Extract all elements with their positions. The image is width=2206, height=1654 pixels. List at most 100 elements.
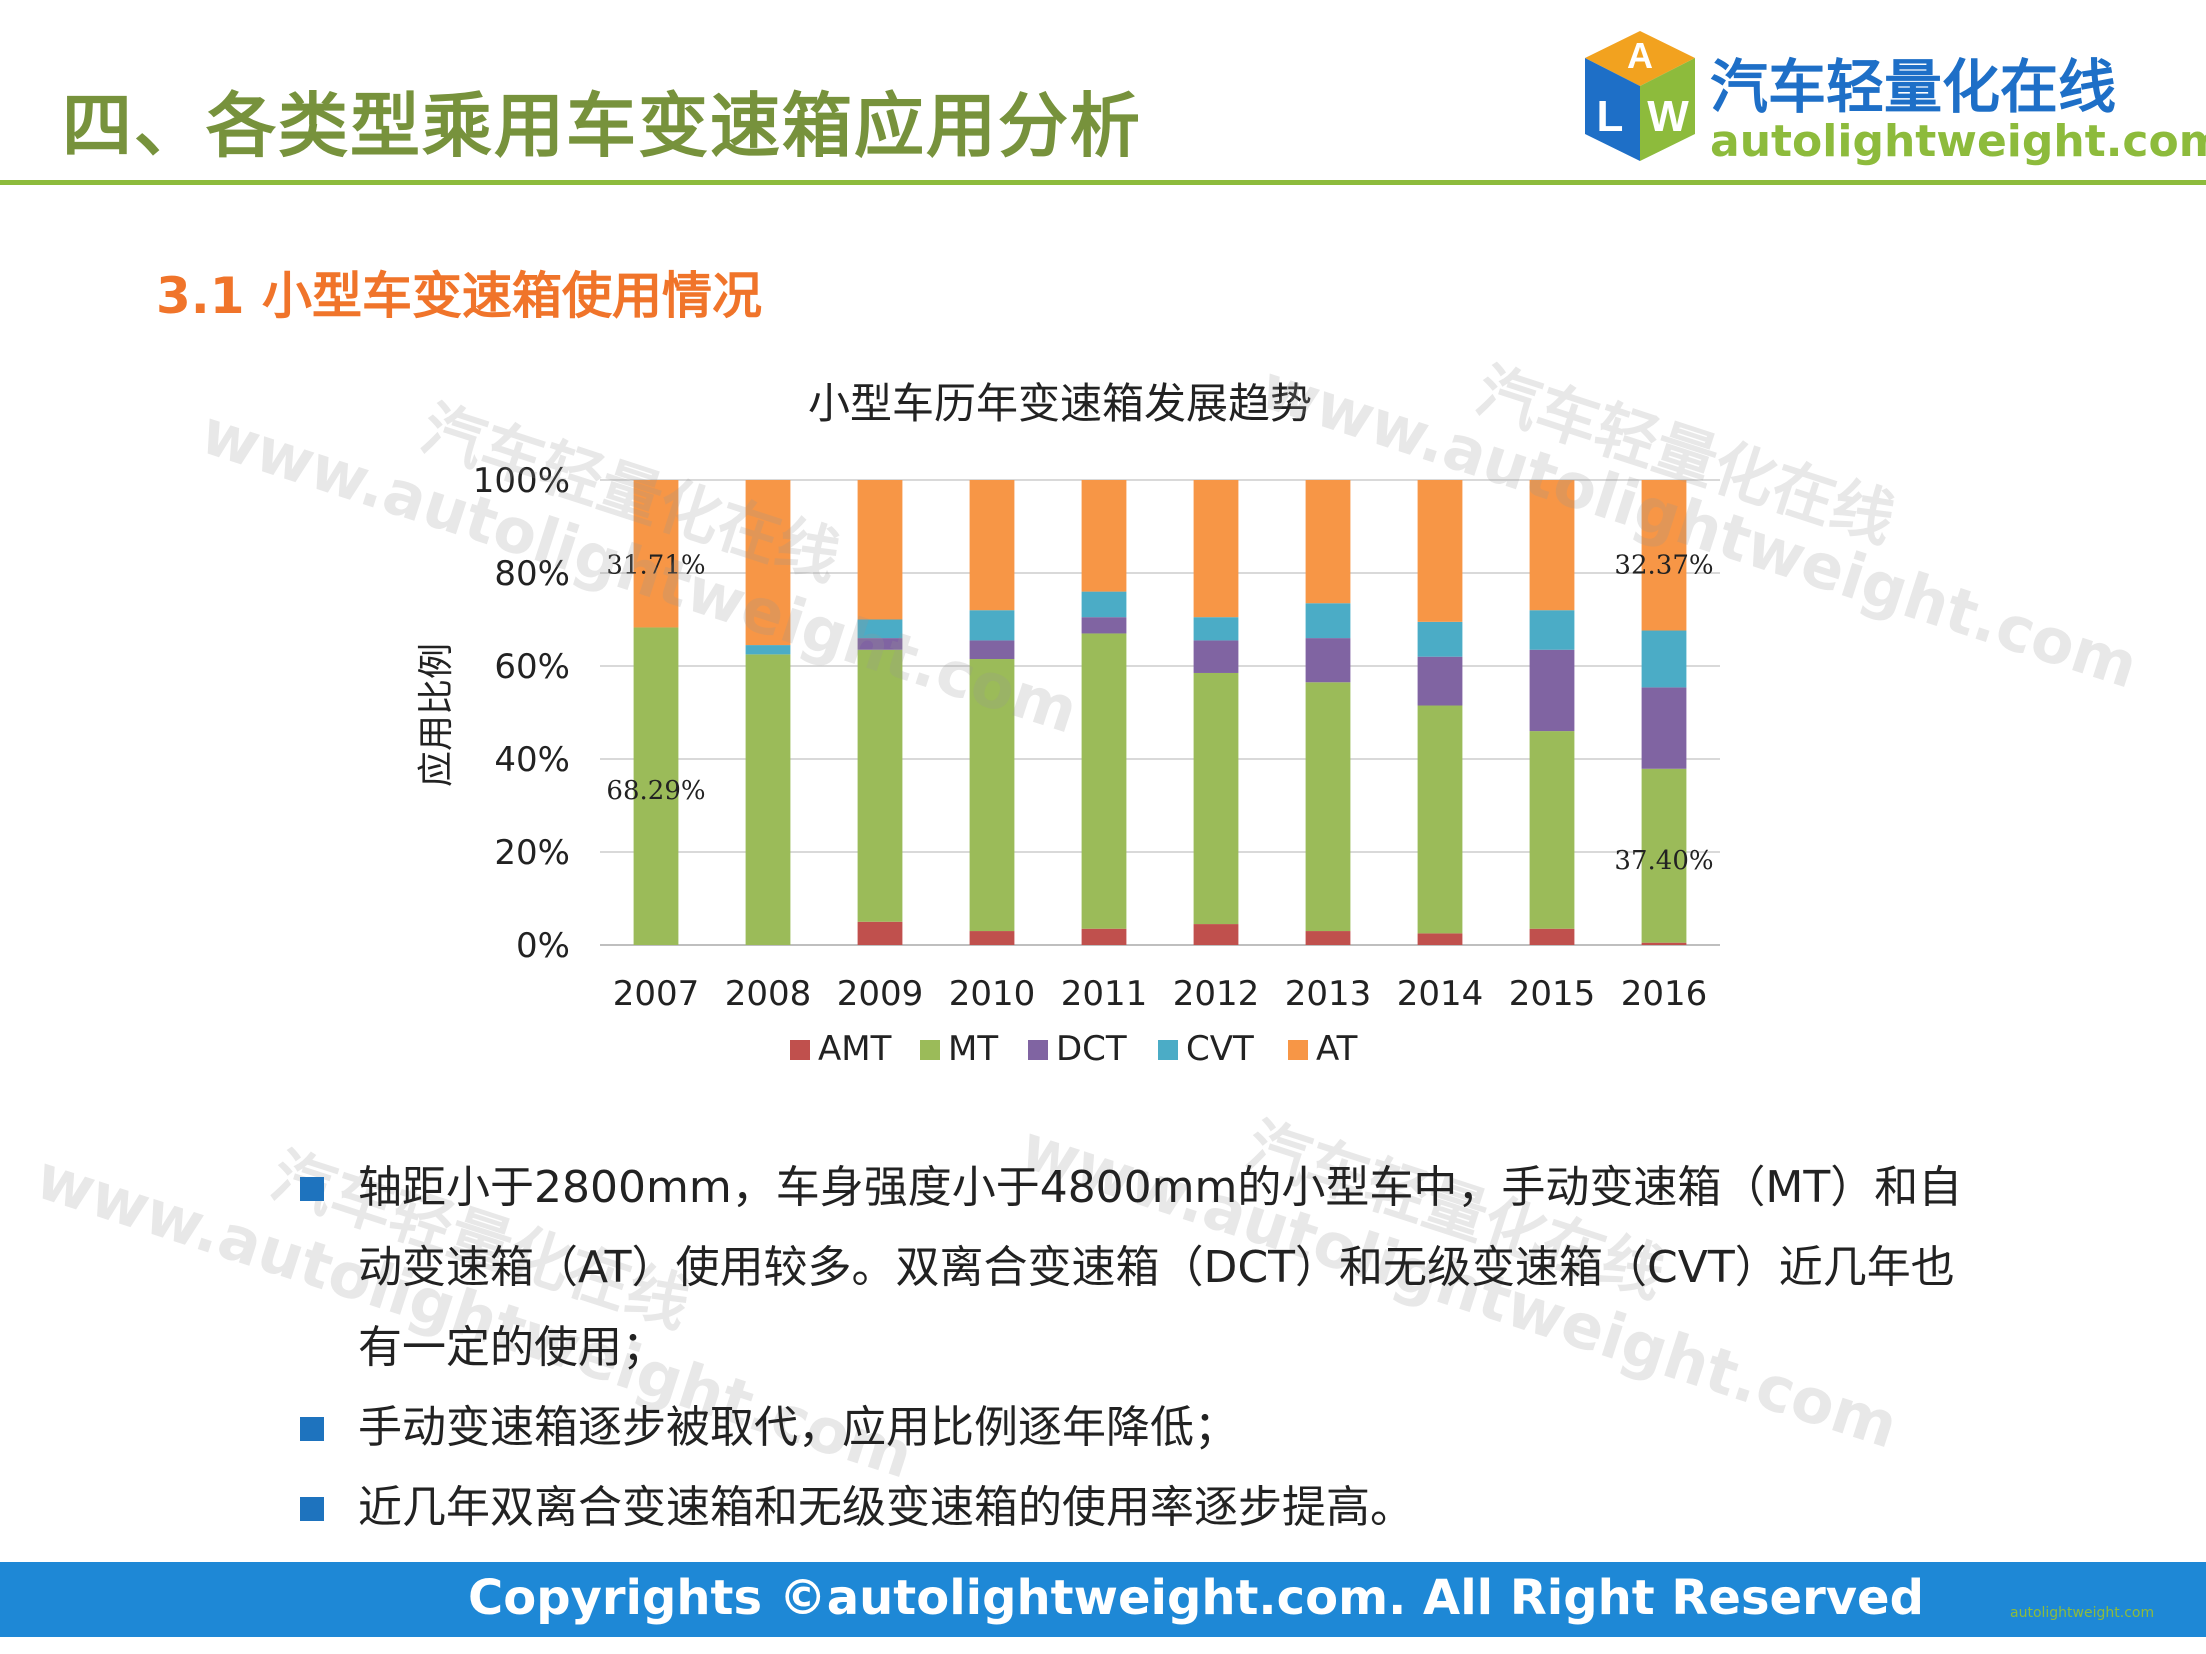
- bullet-square-icon: [300, 1497, 324, 1521]
- data-label: 37.40%: [1614, 846, 1713, 876]
- bullet-item: 手动变速箱逐步被取代，应用比例逐年降低；: [296, 1388, 1996, 1468]
- bar-segment-at: [1305, 480, 1351, 604]
- bar-segment-amt: [1081, 928, 1127, 945]
- x-tick-label: 2009: [837, 974, 924, 1014]
- bar-segment-cvt: [1641, 630, 1687, 688]
- logo-chinese-name: 汽车轻量化在线: [1710, 53, 2117, 121]
- bullet-text: 轴距小于2800mm，车身强度小于4800mm的小型车中，手动变速箱（MT）和自…: [358, 1162, 1963, 1373]
- bullet-list: 轴距小于2800mm，车身强度小于4800mm的小型车中，手动变速箱（MT）和自…: [296, 1148, 1996, 1548]
- bar-segment-cvt: [1081, 591, 1127, 618]
- legend-swatch-mt: [920, 1040, 940, 1060]
- bar-segment-mt: [1305, 682, 1351, 932]
- bar-segment-mt: [857, 649, 903, 922]
- x-tick-label: 2010: [949, 974, 1036, 1014]
- bar-segment-mt: [1529, 731, 1575, 929]
- bar-segment-dct: [1417, 656, 1463, 706]
- bar-segment-amt: [1193, 924, 1239, 945]
- legend-label-amt: AMT: [818, 1029, 892, 1069]
- bullet-square-icon: [300, 1417, 324, 1441]
- data-label: 31.71%: [606, 551, 705, 581]
- bullet-item: 近几年双离合变速箱和无级变速箱的使用率逐步提高。: [296, 1468, 1996, 1548]
- logo-url: autolightweight.com: [1710, 116, 2206, 167]
- footer-bar: Copyrights ©autolightweight.com. All Rig…: [0, 1562, 2206, 1637]
- legend-swatch-dct: [1028, 1040, 1048, 1060]
- bar-segment-cvt: [969, 610, 1015, 641]
- bar-segment-dct: [969, 640, 1015, 660]
- legend-swatch-at: [1288, 1040, 1308, 1060]
- bar-segment-amt: [1641, 942, 1687, 945]
- bar-segment-mt: [1081, 633, 1127, 929]
- bar-segment-at: [969, 480, 1015, 611]
- brand-logo: A L W 汽车轻量化在线 autolightweight.com: [1580, 26, 2206, 176]
- bullet-item: 轴距小于2800mm，车身强度小于4800mm的小型车中，手动变速箱（MT）和自…: [296, 1148, 1996, 1388]
- chart-title: 小型车历年变速箱发展趋势: [808, 379, 1312, 428]
- legend-swatch-cvt: [1158, 1040, 1178, 1060]
- y-tick-label: 20%: [494, 833, 570, 873]
- bar-segment-amt: [1529, 928, 1575, 945]
- y-tick-label: 100%: [473, 461, 570, 501]
- bar-segment-dct: [1529, 649, 1575, 732]
- section-subtitle: 3.1 小型车变速箱使用情况: [156, 267, 762, 325]
- legend-swatch-amt: [790, 1040, 810, 1060]
- bar-segment-mt: [969, 659, 1015, 932]
- bar-segment-amt: [1305, 931, 1351, 945]
- x-tick-label: 2013: [1285, 974, 1372, 1014]
- bullet-text: 手动变速箱逐步被取代，应用比例逐年降低；: [358, 1402, 1238, 1453]
- cube-logo-icon: A L W: [1585, 31, 1695, 161]
- header-divider: [0, 180, 2206, 185]
- x-tick-label: 2016: [1621, 974, 1708, 1014]
- bar-segment-at: [1081, 480, 1127, 592]
- bar-segment-at: [1641, 480, 1687, 631]
- bar-segment-dct: [1305, 638, 1351, 683]
- bullet-text: 近几年双离合变速箱和无级变速箱的使用率逐步提高。: [358, 1482, 1414, 1533]
- bullet-square-icon: [300, 1177, 324, 1201]
- bar-segment-dct: [1081, 617, 1127, 634]
- bar-segment-mt: [1417, 705, 1463, 934]
- legend-label-mt: MT: [948, 1029, 998, 1069]
- data-label: 32.37%: [1614, 551, 1713, 581]
- footer-mini-logo: autolightweight.com: [2010, 1605, 2155, 1621]
- x-tick-label: 2012: [1173, 974, 1260, 1014]
- y-tick-label: 0%: [516, 926, 570, 966]
- bar-segment-at: [633, 480, 679, 628]
- x-tick-label: 2011: [1061, 974, 1148, 1014]
- bar-segment-amt: [1417, 933, 1463, 945]
- x-tick-label: 2015: [1509, 974, 1596, 1014]
- logo-letter-l: L: [1597, 92, 1624, 141]
- page-title: 四、各类型乘用车变速箱应用分析: [62, 85, 1142, 167]
- x-tick-label: 2008: [725, 974, 812, 1014]
- bar-segment-at: [745, 480, 791, 646]
- bar-segment-at: [1193, 480, 1239, 618]
- bar-segment-at: [857, 480, 903, 620]
- legend-label-dct: DCT: [1056, 1029, 1127, 1069]
- bar-segment-cvt: [1417, 621, 1463, 657]
- bar-segment-cvt: [1305, 603, 1351, 639]
- bar-segment-mt: [633, 627, 679, 945]
- bar-segment-dct: [1641, 687, 1687, 769]
- bar-segment-cvt: [1529, 610, 1575, 650]
- x-tick-label: 2007: [613, 974, 700, 1014]
- bar-segment-amt: [969, 931, 1015, 945]
- bar-segment-dct: [1193, 640, 1239, 673]
- bar-segment-at: [1417, 480, 1463, 622]
- legend-label-at: AT: [1316, 1029, 1358, 1069]
- bar-segment-cvt: [857, 619, 903, 639]
- copyright-text: Copyrights ©autolightweight.com. All Rig…: [468, 1570, 1924, 1626]
- x-tick-label: 2014: [1397, 974, 1484, 1014]
- bar-segment-cvt: [1193, 617, 1239, 641]
- logo-letter-w: W: [1647, 92, 1689, 141]
- data-label: 68.29%: [606, 776, 705, 806]
- bar-segment-mt: [1641, 768, 1687, 943]
- y-tick-label: 80%: [494, 554, 570, 594]
- y-axis-label: 应用比例: [416, 643, 457, 787]
- bar-segment-mt: [745, 654, 791, 945]
- bar-segment-cvt: [745, 645, 791, 655]
- legend-label-cvt: CVT: [1186, 1029, 1254, 1069]
- y-tick-label: 60%: [494, 647, 570, 687]
- bar-segment-dct: [857, 638, 903, 650]
- bar-segment-mt: [1193, 672, 1239, 925]
- bar-segment-amt: [857, 921, 903, 945]
- bar-segment-at: [1529, 480, 1575, 611]
- y-tick-label: 40%: [494, 740, 570, 780]
- logo-letter-a: A: [1627, 35, 1653, 76]
